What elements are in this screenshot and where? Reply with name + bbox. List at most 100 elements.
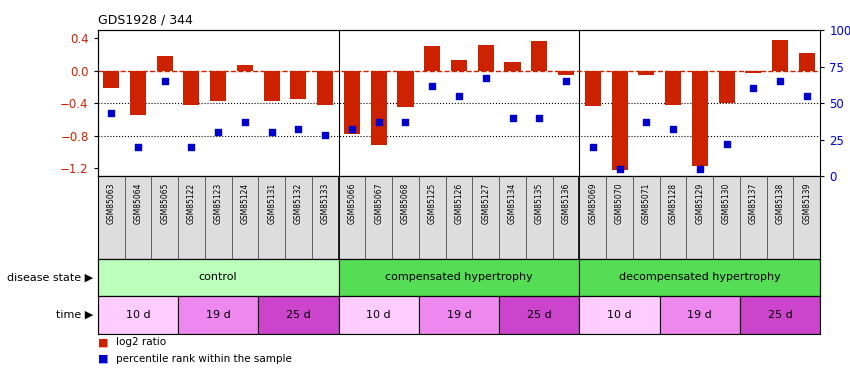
- Text: GSM85139: GSM85139: [802, 183, 812, 224]
- Bar: [398, 70, 413, 107]
- Bar: [338, 296, 419, 334]
- Point: [426, 82, 439, 88]
- Text: 19 d: 19 d: [206, 310, 230, 320]
- Bar: [772, 40, 788, 70]
- Bar: [558, 70, 574, 75]
- Bar: [451, 60, 467, 70]
- Text: percentile rank within the sample: percentile rank within the sample: [116, 354, 292, 364]
- Text: 19 d: 19 d: [688, 310, 712, 320]
- Text: 25 d: 25 d: [527, 310, 552, 320]
- Text: GSM85126: GSM85126: [455, 183, 463, 224]
- Bar: [419, 296, 499, 334]
- Text: GSM85064: GSM85064: [133, 183, 143, 224]
- Text: GSM85129: GSM85129: [695, 183, 705, 224]
- Point: [774, 78, 787, 84]
- Text: 10 d: 10 d: [607, 310, 632, 320]
- Point: [184, 144, 198, 150]
- Point: [452, 93, 466, 99]
- Bar: [740, 296, 820, 334]
- Text: 19 d: 19 d: [446, 310, 472, 320]
- Text: GSM85135: GSM85135: [535, 183, 544, 224]
- Bar: [98, 296, 178, 334]
- Bar: [103, 70, 119, 88]
- Text: GSM85069: GSM85069: [588, 183, 598, 224]
- Point: [639, 119, 653, 125]
- Bar: [745, 70, 762, 73]
- Bar: [499, 296, 580, 334]
- Bar: [611, 70, 627, 170]
- Bar: [178, 296, 258, 334]
- Bar: [692, 70, 708, 166]
- Point: [399, 119, 412, 125]
- Text: disease state ▶: disease state ▶: [8, 273, 94, 282]
- Point: [345, 126, 359, 132]
- Point: [158, 78, 172, 84]
- Text: GDS1928 / 344: GDS1928 / 344: [98, 13, 193, 26]
- Bar: [580, 259, 820, 296]
- Point: [800, 93, 813, 99]
- Text: GSM85138: GSM85138: [775, 183, 785, 224]
- Text: 10 d: 10 d: [366, 310, 391, 320]
- Point: [212, 129, 225, 135]
- Bar: [478, 45, 494, 70]
- Text: GSM85065: GSM85065: [160, 183, 169, 224]
- Text: log2 ratio: log2 ratio: [116, 337, 167, 347]
- Bar: [317, 70, 333, 105]
- Text: GSM85133: GSM85133: [320, 183, 330, 224]
- Text: GSM85122: GSM85122: [187, 183, 196, 224]
- Bar: [638, 70, 654, 75]
- Point: [746, 86, 760, 92]
- Point: [720, 141, 734, 147]
- Point: [506, 115, 519, 121]
- Text: GSM85130: GSM85130: [722, 183, 731, 224]
- Point: [479, 75, 492, 81]
- Bar: [660, 296, 740, 334]
- Text: control: control: [199, 273, 237, 282]
- Bar: [799, 53, 815, 70]
- Point: [559, 78, 573, 84]
- Text: GSM85123: GSM85123: [213, 183, 223, 224]
- Text: ■: ■: [98, 354, 108, 364]
- Bar: [130, 70, 146, 115]
- Text: compensated hypertrophy: compensated hypertrophy: [385, 273, 533, 282]
- Text: GSM85128: GSM85128: [669, 183, 677, 224]
- Text: GSM85137: GSM85137: [749, 183, 758, 224]
- Bar: [531, 41, 547, 70]
- Text: GSM85068: GSM85068: [401, 183, 410, 224]
- Text: GSM85071: GSM85071: [642, 183, 651, 224]
- Bar: [258, 296, 338, 334]
- Bar: [184, 70, 200, 105]
- Text: 25 d: 25 d: [768, 310, 792, 320]
- Point: [292, 126, 305, 132]
- Bar: [156, 56, 173, 70]
- Bar: [580, 296, 660, 334]
- Text: GSM85136: GSM85136: [562, 183, 570, 224]
- Text: GSM85132: GSM85132: [294, 183, 303, 224]
- Bar: [505, 63, 520, 70]
- Point: [372, 119, 386, 125]
- Bar: [718, 70, 734, 103]
- Text: ■: ■: [98, 337, 108, 347]
- Bar: [291, 70, 307, 99]
- Text: GSM85125: GSM85125: [428, 183, 437, 224]
- Text: GSM85063: GSM85063: [106, 183, 116, 224]
- Text: GSM85070: GSM85070: [615, 183, 624, 224]
- Point: [319, 132, 332, 138]
- Point: [532, 115, 546, 121]
- Bar: [98, 259, 338, 296]
- Point: [613, 166, 626, 172]
- Bar: [237, 65, 253, 70]
- Bar: [371, 70, 387, 146]
- Text: decompensated hypertrophy: decompensated hypertrophy: [619, 273, 780, 282]
- Text: GSM85066: GSM85066: [348, 183, 356, 224]
- Text: GSM85134: GSM85134: [508, 183, 517, 224]
- Bar: [338, 259, 580, 296]
- Text: GSM85131: GSM85131: [267, 183, 276, 224]
- Point: [666, 126, 680, 132]
- Text: time ▶: time ▶: [56, 310, 94, 320]
- Point: [693, 166, 706, 172]
- Bar: [344, 70, 360, 134]
- Point: [238, 119, 252, 125]
- Bar: [264, 70, 280, 102]
- Text: GSM85067: GSM85067: [374, 183, 383, 224]
